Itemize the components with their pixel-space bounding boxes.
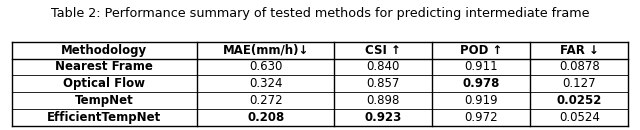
Text: 0.324: 0.324 xyxy=(249,77,282,90)
Text: 0.857: 0.857 xyxy=(367,77,400,90)
Text: EfficientTempNet: EfficientTempNet xyxy=(47,111,161,124)
Text: FAR ↓: FAR ↓ xyxy=(560,44,599,57)
Text: 0.972: 0.972 xyxy=(465,111,498,124)
Text: 0.0878: 0.0878 xyxy=(559,60,600,73)
Text: 0.978: 0.978 xyxy=(463,77,500,90)
Text: Table 2: Performance summary of tested methods for predicting intermediate frame: Table 2: Performance summary of tested m… xyxy=(51,6,589,20)
Text: 0.840: 0.840 xyxy=(367,60,400,73)
Text: 0.208: 0.208 xyxy=(247,111,284,124)
Text: Optical Flow: Optical Flow xyxy=(63,77,145,90)
Text: 0.630: 0.630 xyxy=(249,60,282,73)
Text: Methodology: Methodology xyxy=(61,44,147,57)
Text: 0.0252: 0.0252 xyxy=(557,94,602,107)
Text: Nearest Frame: Nearest Frame xyxy=(56,60,154,73)
Text: 0.898: 0.898 xyxy=(367,94,400,107)
Text: 0.923: 0.923 xyxy=(364,111,402,124)
Text: MAE(mm/h)↓: MAE(mm/h)↓ xyxy=(223,44,309,57)
Text: 0.919: 0.919 xyxy=(465,94,498,107)
Text: 0.911: 0.911 xyxy=(465,60,498,73)
Text: 0.272: 0.272 xyxy=(249,94,282,107)
Text: 0.0524: 0.0524 xyxy=(559,111,600,124)
Text: POD ↑: POD ↑ xyxy=(460,44,502,57)
Text: 0.127: 0.127 xyxy=(563,77,596,90)
Text: CSI ↑: CSI ↑ xyxy=(365,44,401,57)
Text: TempNet: TempNet xyxy=(75,94,134,107)
